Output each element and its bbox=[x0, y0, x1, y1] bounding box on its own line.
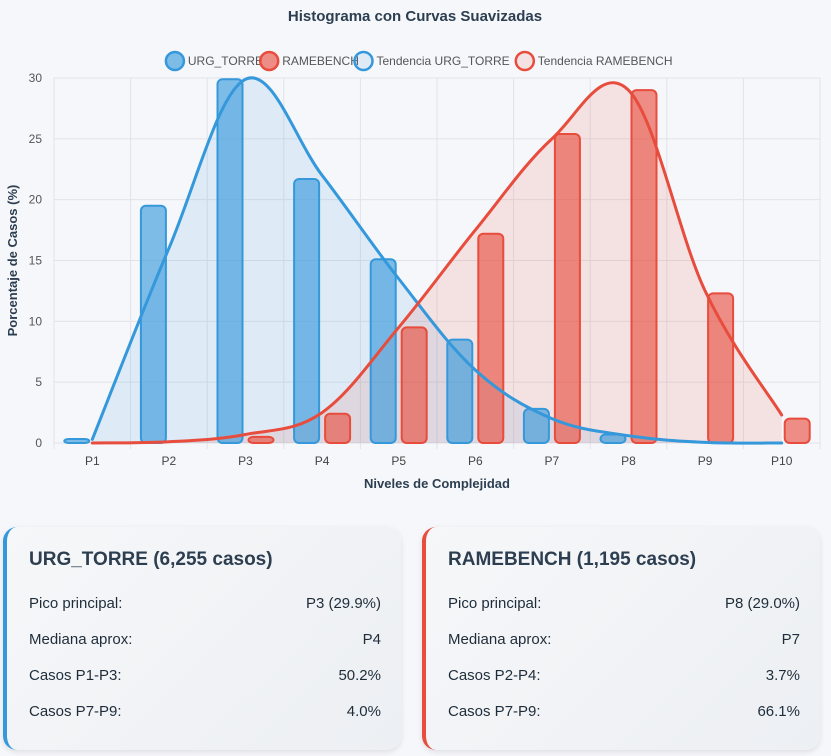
stat-label: Casos P7-P9: bbox=[448, 702, 541, 720]
ramebench-card-title: RAMEBENCH (1,195 casos) bbox=[448, 549, 697, 570]
legend-swatch bbox=[353, 50, 374, 72]
stat-row: Pico principal: P3 (29.9%) bbox=[29, 585, 381, 621]
stat-value: 66.1% bbox=[757, 702, 800, 720]
stat-label: Mediana aprox: bbox=[29, 630, 133, 648]
histogram-chart: Histograma con Curvas Suavizadas 0 5 10 15 20… bbox=[5, 8, 821, 491]
y-tick-label: 20 bbox=[29, 193, 43, 207]
bar bbox=[400, 326, 428, 444]
trend-line bbox=[90, 76, 784, 445]
y-tick-label: 15 bbox=[29, 254, 43, 268]
stat-row: Mediana aprox: P7 bbox=[448, 621, 800, 657]
stat-row: Casos P1-P3: 50.2% bbox=[29, 657, 381, 693]
stat-row: Casos P2-P4: 3.7% bbox=[448, 657, 800, 693]
legend-swatch bbox=[164, 50, 186, 72]
legend-label: Tendencia URG_TORRE bbox=[377, 54, 510, 68]
legend-swatch bbox=[514, 50, 536, 72]
legend-swatch bbox=[258, 50, 280, 72]
bar bbox=[477, 232, 505, 444]
stat-value: P7 bbox=[781, 630, 800, 648]
x-tick-label: P7 bbox=[545, 454, 560, 468]
stat-value: 3.7% bbox=[765, 666, 800, 684]
stat-value: P3 (29.9%) bbox=[305, 594, 381, 612]
stat-label: Casos P7-P9: bbox=[29, 702, 122, 720]
x-tick-label: P6 bbox=[468, 454, 483, 468]
x-axis-title: Niveles de Complejidad bbox=[364, 476, 510, 491]
x-tick-label: P3 bbox=[238, 454, 253, 468]
x-tick-label: P8 bbox=[621, 454, 636, 468]
y-tick-label: 0 bbox=[35, 436, 42, 450]
y-tick-label: 5 bbox=[35, 375, 42, 389]
stat-label: Mediana aprox: bbox=[448, 630, 552, 648]
stat-label: Pico principal: bbox=[448, 594, 542, 612]
bar bbox=[783, 417, 811, 444]
bar bbox=[216, 78, 244, 444]
stat-row: Casos P7-P9: 4.0% bbox=[29, 693, 381, 729]
legend-label: RAMEBENCH bbox=[282, 54, 359, 68]
stat-label: Casos P1-P3: bbox=[29, 666, 122, 684]
chart-title: Histograma con Curvas Suavizadas bbox=[288, 8, 542, 25]
urg-torre-summary-card: URG_TORRE (6,255 casos) Pico principal: … bbox=[3, 527, 401, 750]
stat-row: Casos P7-P9: 66.1% bbox=[448, 693, 800, 729]
stat-value: 50.2% bbox=[338, 666, 381, 684]
x-tick-label: P1 bbox=[85, 454, 100, 468]
x-tick-label: P4 bbox=[315, 454, 330, 468]
stat-label: Pico principal: bbox=[29, 594, 123, 612]
bar bbox=[324, 412, 352, 444]
y-tick-label: 10 bbox=[29, 314, 43, 328]
bar bbox=[553, 132, 581, 444]
legend-label: URG_TORRE bbox=[188, 54, 263, 68]
x-tick-label: P2 bbox=[162, 454, 177, 468]
y-axis-title: Porcentaje de Casos (%) bbox=[5, 185, 20, 337]
trend-area bbox=[92, 82, 782, 443]
y-tick-label: 25 bbox=[29, 132, 43, 146]
trend-line bbox=[90, 81, 784, 445]
ramebench-summary-card: RAMEBENCH (1,195 casos) Pico principal: … bbox=[422, 527, 820, 750]
stat-label: Casos P2-P4: bbox=[448, 666, 541, 684]
stat-value: P4 bbox=[362, 630, 381, 648]
x-tick-label: P10 bbox=[771, 454, 793, 468]
trend-area bbox=[92, 77, 782, 444]
urg-torre-card-title: URG_TORRE (6,255 casos) bbox=[29, 549, 273, 570]
bar bbox=[369, 258, 397, 444]
stat-value: P8 (29.0%) bbox=[724, 594, 800, 612]
stat-row: Mediana aprox: P4 bbox=[29, 621, 381, 657]
bar bbox=[63, 438, 91, 444]
stat-value: 4.0% bbox=[346, 702, 381, 720]
y-tick-label: 30 bbox=[29, 71, 43, 85]
x-tick-label: P5 bbox=[391, 454, 406, 468]
bar bbox=[247, 435, 275, 444]
stat-row: Pico principal: P8 (29.0%) bbox=[448, 585, 800, 621]
bar bbox=[630, 89, 658, 445]
bar bbox=[707, 292, 735, 444]
bar bbox=[293, 177, 321, 444]
legend-label: Tendencia RAMEBENCH bbox=[538, 54, 673, 68]
chart-container: Histograma con Curvas Suavizadas 0 5 10 15 20… bbox=[5, 8, 821, 491]
bar bbox=[446, 338, 474, 445]
bar bbox=[139, 204, 167, 444]
bar bbox=[522, 407, 550, 444]
x-tick-label: P9 bbox=[698, 454, 713, 468]
